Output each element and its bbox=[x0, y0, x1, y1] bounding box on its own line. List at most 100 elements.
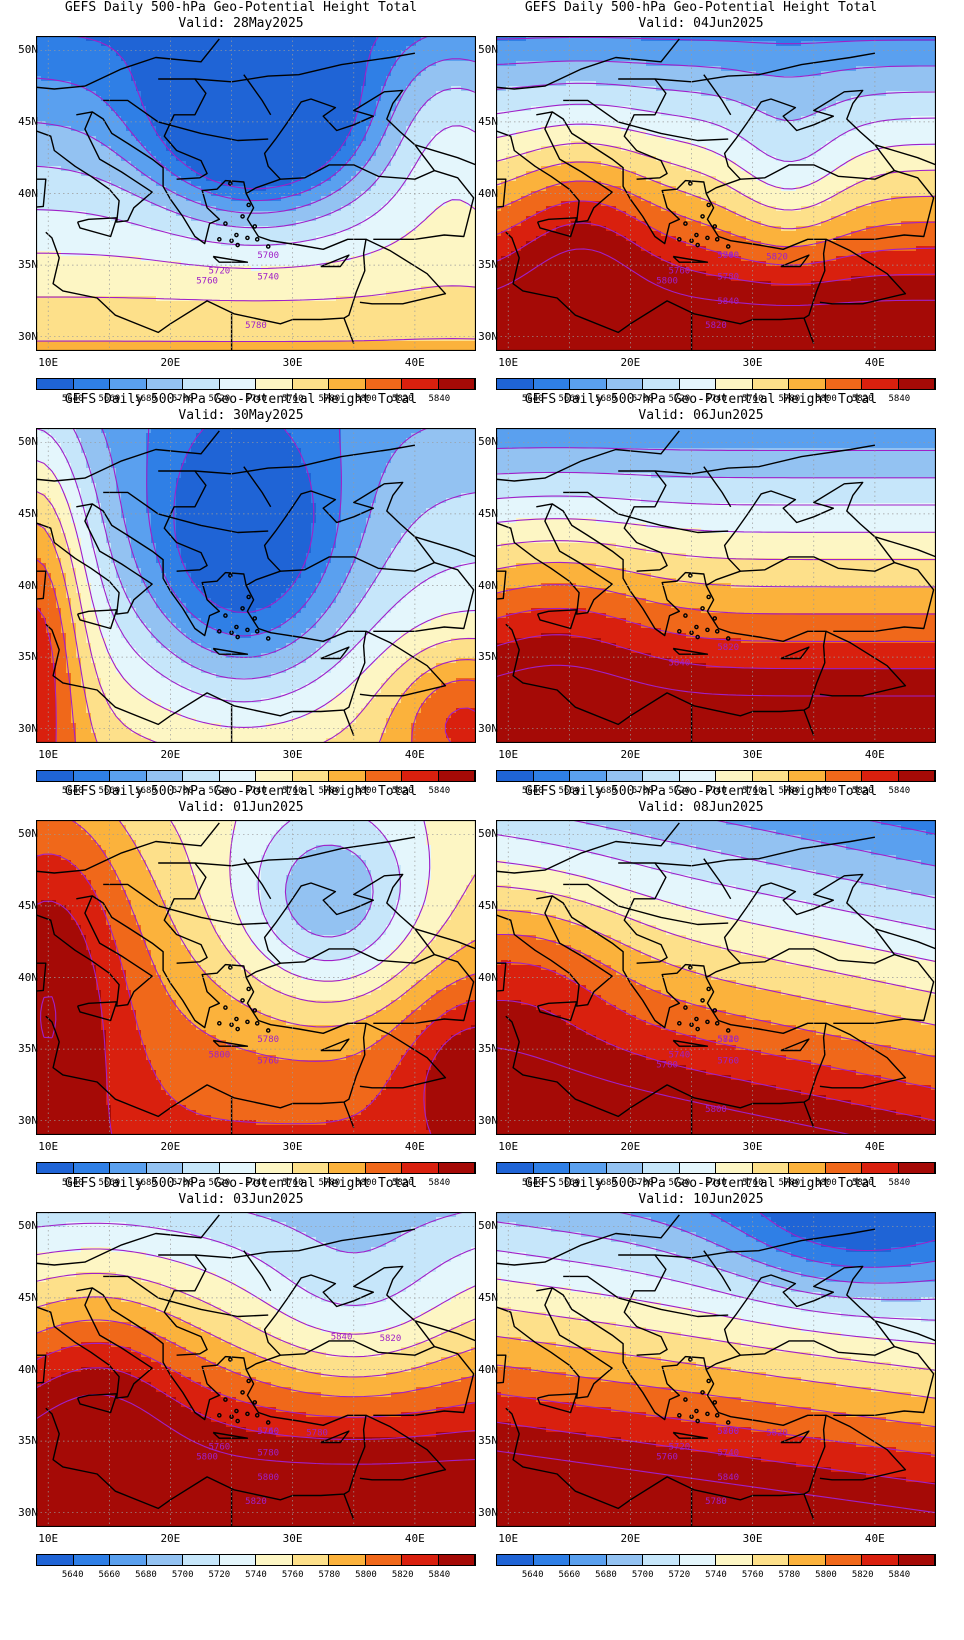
colorbar-label: 5820 bbox=[852, 1570, 874, 1580]
contour-label: 5740 bbox=[257, 1427, 279, 1437]
colorbar-swatch bbox=[862, 379, 899, 389]
colorbar-label: 5680 bbox=[135, 1570, 157, 1580]
colorbar-label: 5840 bbox=[428, 786, 450, 796]
colorbar-swatch bbox=[73, 1163, 110, 1173]
colorbar-swatch bbox=[329, 379, 366, 389]
longitude-label: 10E bbox=[38, 749, 58, 761]
colorbar-swatch bbox=[219, 379, 256, 389]
map-panel: GEFS Daily 500-hPa Geo-Potential Height … bbox=[0, 784, 482, 1194]
colorbar-label: 5740 bbox=[705, 1178, 727, 1188]
colorbar-swatch bbox=[438, 1163, 475, 1173]
colorbar-swatch bbox=[533, 1555, 570, 1565]
colorbar-swatch bbox=[643, 1163, 680, 1173]
graticule bbox=[496, 428, 936, 743]
latitude-label: 50N bbox=[8, 1220, 38, 1232]
colorbar-swatch bbox=[898, 1163, 935, 1173]
colorbar-label: 5680 bbox=[135, 1178, 157, 1188]
colorbar-label: 5740 bbox=[705, 1570, 727, 1580]
contour-label: 5820 bbox=[380, 1334, 402, 1344]
contour-label: 5720 bbox=[208, 267, 230, 277]
longitude-label: 40E bbox=[405, 357, 425, 369]
colorbar-swatch bbox=[37, 379, 74, 389]
colorbar-swatch bbox=[497, 1555, 534, 1565]
colorbar-swatch bbox=[716, 1163, 753, 1173]
longitude-label: 40E bbox=[865, 1141, 885, 1153]
colorbar-label: 5800 bbox=[815, 394, 837, 404]
colorbar-swatch bbox=[606, 379, 643, 389]
longitude-label: 20E bbox=[160, 1141, 180, 1153]
latitude-label: 30N bbox=[8, 722, 38, 735]
contour-label: 5800 bbox=[208, 1051, 230, 1061]
colorbar-swatch bbox=[679, 1555, 716, 1565]
longitude-label: 30E bbox=[283, 1141, 303, 1153]
colorbar-label: 5760 bbox=[742, 1570, 764, 1580]
colorbar-label: 5720 bbox=[668, 1570, 690, 1580]
map-frame bbox=[496, 36, 936, 351]
longitude-label: 20E bbox=[160, 357, 180, 369]
colorbar-swatch bbox=[898, 1555, 935, 1565]
map-frame bbox=[496, 1212, 936, 1527]
colorbar-label: 5820 bbox=[392, 786, 414, 796]
latitude-label: 35N bbox=[8, 1435, 38, 1447]
colorbar-swatch bbox=[570, 1163, 607, 1173]
colorbar-swatch bbox=[402, 771, 439, 781]
colorbar-swatch bbox=[37, 1555, 74, 1565]
contour-label: 5760 bbox=[717, 1056, 739, 1066]
colorbar-label: 5760 bbox=[742, 394, 764, 404]
colorbar-swatch bbox=[183, 1555, 220, 1565]
colorbar-swatch bbox=[898, 379, 935, 389]
colorbar-swatch bbox=[862, 771, 899, 781]
longitude-label: 30E bbox=[283, 357, 303, 369]
latitude-label: 40N bbox=[8, 1363, 38, 1376]
colorbar-swatch bbox=[825, 1163, 862, 1173]
map-frame bbox=[36, 36, 476, 351]
colorbar-swatch bbox=[292, 1163, 329, 1173]
geopotential-height-map: 5740 5760 5780 5800 5820 5760 5780 5800 5820 5840 bbox=[36, 1212, 476, 1527]
contour-label: 5760 bbox=[196, 277, 218, 287]
contour-label: 5800 bbox=[656, 277, 678, 287]
longitude-label: 40E bbox=[405, 1141, 425, 1153]
longitude-label: 40E bbox=[405, 749, 425, 761]
colorbar-swatch bbox=[183, 379, 220, 389]
colorbar-swatch bbox=[365, 771, 402, 781]
height-contours bbox=[496, 36, 936, 307]
contour-label: 5760 bbox=[257, 1056, 279, 1066]
colorbar-swatch bbox=[825, 379, 862, 389]
geopotential-height-map: 5820 5840 bbox=[496, 428, 936, 743]
colorbar-label: 5820 bbox=[392, 1570, 414, 1580]
contour-label: 5840 bbox=[717, 1035, 739, 1045]
map-panel: GEFS Daily 500-hPa Geo-Potential Height … bbox=[0, 1176, 482, 1586]
colorbar-swatch bbox=[825, 1555, 862, 1565]
colorbar-label: 5660 bbox=[98, 394, 120, 404]
latitude-label: 50N bbox=[468, 436, 498, 448]
colorbar-label: 5660 bbox=[558, 1178, 580, 1188]
panel-title: GEFS Daily 500-hPa Geo-Potential Height … bbox=[460, 1176, 942, 1208]
geopotential-height-map: 5700 5720 5740 5760 5780 5800 5820 5840 bbox=[496, 1212, 936, 1527]
longitude-label: 40E bbox=[405, 1533, 425, 1545]
coastlines-borders bbox=[496, 38, 936, 351]
panel-title: GEFS Daily 500-hPa Geo-Potential Height … bbox=[460, 784, 942, 816]
map-panel: GEFS Daily 500-hPa Geo-Potential Height … bbox=[460, 0, 942, 410]
longitude-label: 20E bbox=[620, 749, 640, 761]
latitude-label: 45N bbox=[468, 1291, 498, 1304]
panel-title: GEFS Daily 500-hPa Geo-Potential Height … bbox=[0, 1176, 482, 1208]
colorbar-label: 5660 bbox=[98, 786, 120, 796]
contour-label: 5840 bbox=[331, 1332, 353, 1342]
colorbar-swatch bbox=[716, 379, 753, 389]
contour-label: 5780 bbox=[306, 1428, 328, 1438]
colorbar-label: 5680 bbox=[595, 786, 617, 796]
latitude-label: 35N bbox=[468, 651, 498, 663]
longitude-label: 30E bbox=[743, 749, 763, 761]
geopotential-height-map: 5740 5760 5780 5800 5820 5800 5820 5840 bbox=[496, 36, 936, 351]
colorbar-label: 5840 bbox=[428, 1570, 450, 1580]
contour-label: 5760 bbox=[257, 1427, 279, 1437]
colorbar-label: 5800 bbox=[355, 786, 377, 796]
longitude-label: 30E bbox=[743, 1533, 763, 1545]
colorbar-swatch bbox=[862, 1163, 899, 1173]
colorbar-label: 5640 bbox=[522, 786, 544, 796]
contour-label: 5720 bbox=[717, 1035, 739, 1045]
colorbar-swatch bbox=[789, 771, 826, 781]
colorbar-swatch bbox=[329, 1163, 366, 1173]
colorbar-swatch bbox=[292, 1555, 329, 1565]
colorbar-swatch bbox=[825, 771, 862, 781]
